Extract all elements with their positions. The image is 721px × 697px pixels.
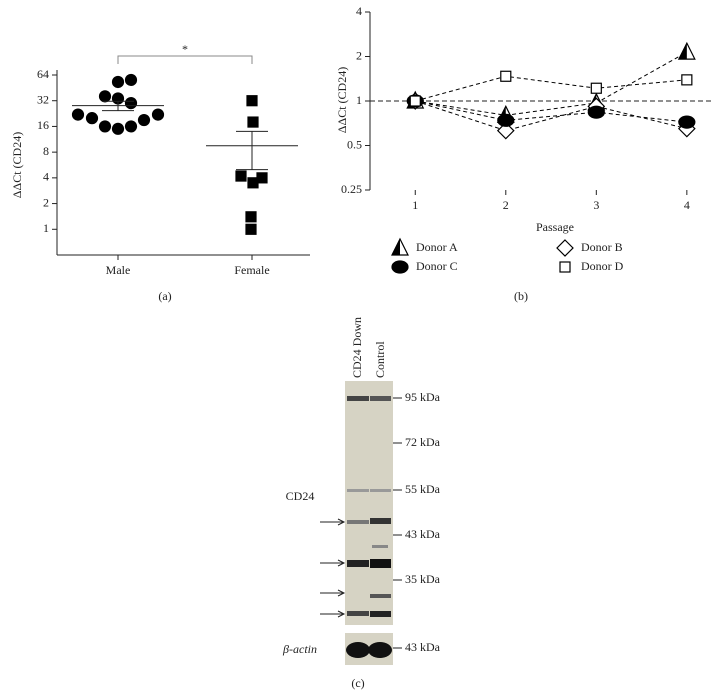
band bbox=[346, 642, 370, 658]
point bbox=[124, 73, 138, 87]
y-tick-label: 32 bbox=[37, 92, 49, 106]
significance-bracket bbox=[117, 55, 253, 64]
point bbox=[151, 108, 165, 121]
band bbox=[370, 489, 391, 492]
point bbox=[98, 90, 112, 103]
point bbox=[256, 172, 268, 184]
point bbox=[98, 120, 112, 133]
y-tick-label: 8 bbox=[43, 144, 49, 158]
point bbox=[496, 121, 515, 140]
series-line bbox=[415, 75, 687, 102]
point bbox=[587, 105, 605, 119]
marker-label: 43 kDa bbox=[405, 527, 441, 541]
x-tick-label: 2 bbox=[503, 198, 509, 212]
band bbox=[370, 594, 391, 598]
marker-label: 35 kDa bbox=[405, 572, 441, 586]
lane-label: Control bbox=[373, 341, 387, 378]
point-half bbox=[678, 43, 687, 60]
band bbox=[347, 520, 369, 524]
x-tick-label: 1 bbox=[412, 198, 418, 212]
point bbox=[124, 120, 138, 133]
x-tick-label: Male bbox=[106, 263, 131, 277]
point bbox=[235, 170, 247, 182]
panel-label: (c) bbox=[351, 676, 364, 690]
x-tick-label: 3 bbox=[593, 198, 599, 212]
legend-label: Donor B bbox=[581, 240, 623, 254]
arrows bbox=[320, 518, 346, 618]
point bbox=[559, 261, 571, 273]
y-tick-label: 16 bbox=[37, 118, 49, 132]
y-tick-label: 2 bbox=[356, 48, 362, 62]
y-tick-label: 0.25 bbox=[341, 182, 362, 196]
series-line bbox=[415, 100, 687, 132]
point bbox=[246, 95, 258, 107]
x-tick-label: 4 bbox=[684, 198, 690, 212]
y-tick-label: 1 bbox=[43, 221, 49, 235]
panel-label: (a) bbox=[158, 289, 171, 303]
blot-panel: CD24 Down Control 95 kDa 72 kDa 55 kDa 4… bbox=[282, 317, 441, 690]
point bbox=[111, 122, 125, 135]
band bbox=[370, 559, 391, 568]
x-tick-label: Female bbox=[234, 263, 269, 277]
band bbox=[372, 545, 388, 548]
band bbox=[370, 396, 391, 401]
point-half bbox=[392, 239, 400, 255]
point bbox=[556, 239, 574, 257]
point bbox=[497, 113, 515, 127]
actin-label: β-actin bbox=[282, 642, 317, 656]
point bbox=[391, 260, 409, 274]
point bbox=[111, 75, 125, 89]
point bbox=[247, 116, 259, 128]
point bbox=[409, 95, 421, 107]
y-tick-label: 2 bbox=[43, 195, 49, 209]
band bbox=[347, 489, 369, 492]
marker-ticks bbox=[393, 397, 402, 649]
series-line bbox=[415, 51, 688, 116]
point bbox=[681, 74, 693, 86]
y-tick-label: 64 bbox=[37, 67, 49, 81]
annotation: * bbox=[182, 42, 188, 56]
band bbox=[370, 611, 391, 617]
point bbox=[678, 115, 696, 129]
y-tick-label: 1 bbox=[356, 93, 362, 107]
band bbox=[368, 642, 392, 658]
panel-label: (b) bbox=[514, 289, 528, 303]
y-tick-label: 4 bbox=[356, 4, 362, 18]
point bbox=[590, 82, 602, 94]
band bbox=[347, 560, 369, 567]
lane-label: CD24 Down bbox=[350, 317, 364, 378]
point bbox=[71, 108, 85, 121]
blot-membrane bbox=[345, 381, 393, 625]
y-axis-label: ΔΔCt (CD24) bbox=[335, 67, 349, 133]
band bbox=[347, 396, 369, 401]
marker-label: 72 kDa bbox=[405, 435, 441, 449]
point bbox=[500, 70, 512, 82]
band bbox=[347, 611, 369, 616]
band bbox=[370, 518, 391, 524]
point bbox=[245, 223, 257, 235]
x-axis-label: Passage bbox=[536, 220, 574, 234]
y-axis-label: ΔΔCt (CD24) bbox=[10, 132, 24, 198]
y-tick-label: 4 bbox=[43, 170, 49, 184]
marker-label: 55 kDa bbox=[405, 482, 441, 496]
point bbox=[124, 97, 138, 110]
y-tick-label: 0.5 bbox=[347, 137, 362, 151]
band-label: CD24 bbox=[286, 489, 315, 503]
point bbox=[85, 112, 99, 125]
legend-label: Donor A bbox=[416, 240, 458, 254]
marker-label: 43 kDa bbox=[405, 640, 441, 654]
legend-label: Donor C bbox=[416, 259, 458, 273]
marker-label: 95 kDa bbox=[405, 390, 441, 404]
legend-label: Donor D bbox=[581, 259, 624, 273]
point bbox=[137, 113, 151, 127]
point bbox=[245, 211, 257, 223]
